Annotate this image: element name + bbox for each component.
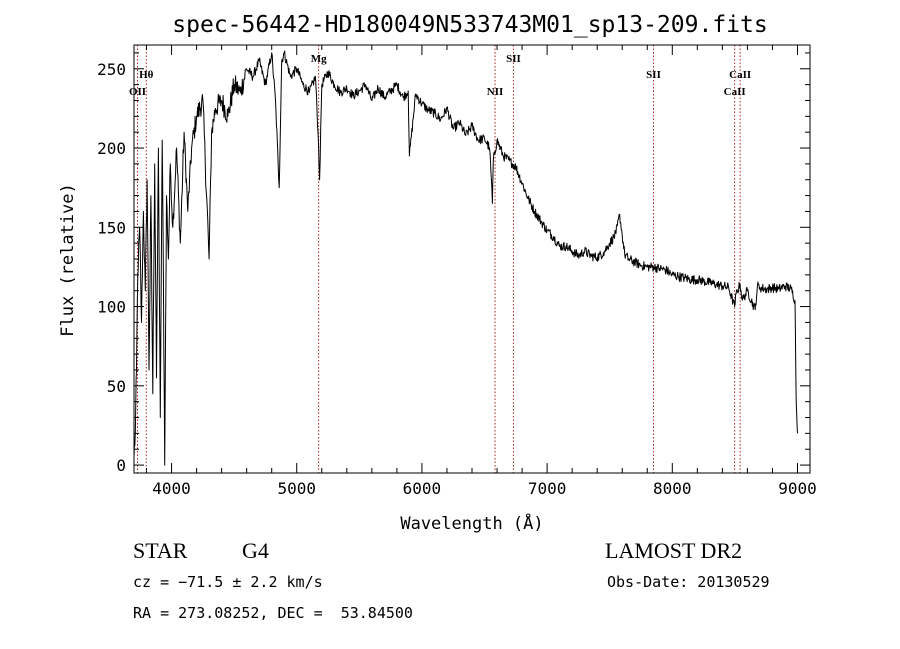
x-tick-label: 6000 xyxy=(403,479,442,498)
y-tick-label: 50 xyxy=(107,377,126,396)
line-marker-label-5: SII xyxy=(646,69,661,81)
y-tick-label: 200 xyxy=(97,139,126,158)
line-marker-label-3: NII xyxy=(487,86,504,98)
x-tick-label: 9000 xyxy=(778,479,817,498)
observation-date: Obs-Date: 20130529 xyxy=(607,573,770,591)
object-type: STAR xyxy=(133,538,188,563)
radial-velocity: cz = −71.5 ± 2.2 km/s xyxy=(133,573,323,591)
y-tick-label: 100 xyxy=(97,298,126,317)
y-tick-label: 0 xyxy=(116,456,126,475)
spectral-subclass: G4 xyxy=(242,538,269,563)
x-tick-label: 5000 xyxy=(277,479,316,498)
line-marker-label-7: CaII xyxy=(724,86,746,98)
survey-label: LAMOST DR2 xyxy=(605,538,743,563)
line-marker-label-6: CaII xyxy=(729,69,751,81)
y-tick-label: 250 xyxy=(97,60,126,79)
y-axis-label: Flux (relative) xyxy=(58,183,78,337)
x-tick-label: 8000 xyxy=(653,479,692,498)
line-marker-label-1: OII xyxy=(129,86,146,98)
x-axis-label: Wavelength (Å) xyxy=(400,512,543,534)
series-line-0 xyxy=(133,50,798,466)
x-tick-label: 7000 xyxy=(528,479,567,498)
line-marker-label-0: Hθ xyxy=(139,69,154,81)
line-marker-label-2: Mg xyxy=(311,53,327,65)
line-marker-label-4: SII xyxy=(506,53,521,65)
plot-frame xyxy=(133,44,811,474)
plot-area: Hθ OII Mg NII SII SII CaII CaII 4000 5000 6000 7000… xyxy=(97,44,817,498)
coordinates: RA = 273.08252, DEC = 53.84500 xyxy=(133,604,413,622)
x-tick-label: 4000 xyxy=(152,479,191,498)
y-tick-label: 150 xyxy=(97,218,126,237)
chart-title: spec-56442-HD180049N533743M01_sp13-209.f… xyxy=(172,12,767,38)
